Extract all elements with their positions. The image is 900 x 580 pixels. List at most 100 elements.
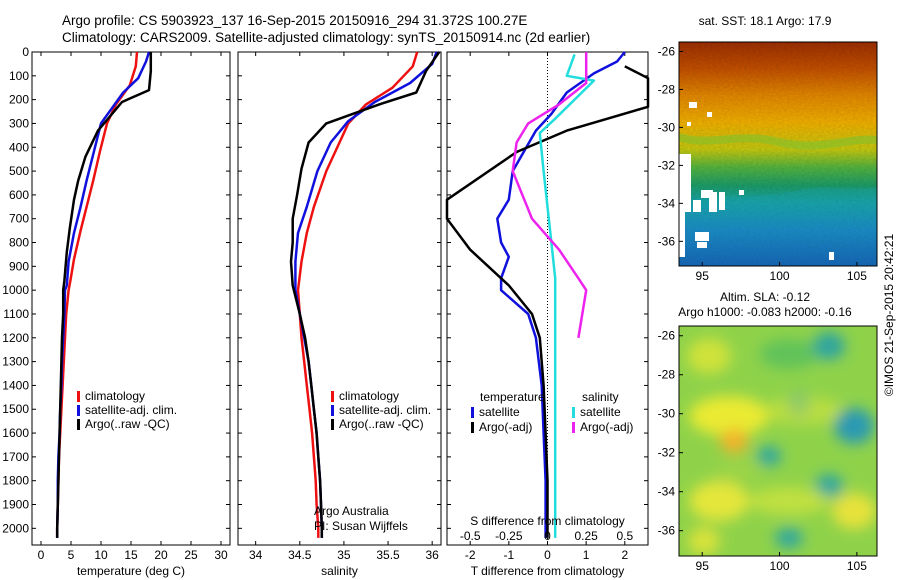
map-y-tick-label: -26 — [658, 44, 676, 58]
map-y-tick-label: -26 — [658, 329, 676, 343]
y-tick-label: 1400 — [2, 378, 29, 392]
y-tick-label: 1800 — [2, 474, 29, 488]
y-tick-label: 1200 — [2, 331, 29, 345]
sla-map-frame — [678, 325, 878, 557]
x-tick-label: 1 — [583, 548, 590, 562]
map-y-tick-label: -34 — [658, 196, 676, 210]
map-x-tick-label: 100 — [770, 269, 790, 283]
salinity-profile-frame — [237, 51, 442, 546]
legend-label: Argo(-adj) — [479, 420, 532, 434]
x-tick-label: 20 — [154, 548, 168, 562]
top-axis-tick-label: -0.25 — [495, 529, 523, 543]
y-tick-label: 800 — [9, 236, 29, 250]
x-tick-label: 2 — [621, 548, 628, 562]
x-tick-label: 34.5 — [288, 548, 312, 562]
legend-label: satellite-adj. clim. — [339, 403, 431, 417]
legend-label: satellite-adj. clim. — [85, 403, 177, 417]
legend-swatch — [331, 419, 334, 430]
map-x-tick-label: 100 — [770, 559, 790, 573]
y-tick-label: 600 — [9, 188, 29, 202]
x-tick-label: -1 — [504, 548, 515, 562]
temperature-profile-frame — [31, 51, 231, 546]
credit-text: ©IMOS 21-Sep-2015 20:42:21 — [882, 234, 896, 397]
x-tick-label: 35.5 — [376, 548, 400, 562]
map-y-tick-label: -28 — [658, 82, 676, 96]
legend-group-salinity: salinity — [582, 390, 619, 404]
x-tick-label: 0 — [544, 548, 551, 562]
legend-label: Argo(..raw -QC) — [339, 417, 424, 431]
y-tick-label: 0 — [22, 45, 29, 59]
salinity-profile-series-clim — [296, 51, 419, 538]
temperature-profile-series-argo — [55, 52, 153, 538]
y-tick-label: 700 — [9, 212, 29, 226]
temperature-profile: 0 5 10 15 20 25 30 temperature (deg C) 0 100 200 30… — [2, 45, 231, 578]
sst-map-title: sat. SST: 18.1 Argo: 17.9 — [699, 14, 832, 28]
legend-swatch — [77, 391, 80, 402]
temperature-profile-series-clim — [55, 51, 139, 538]
sla-map-axes: 95 100 105 -26 -28 -30 -32 -34 -36 — [658, 329, 868, 573]
legend-swatch — [572, 422, 575, 433]
y-tick-label: 1900 — [2, 498, 29, 512]
map-x-tick-label: 105 — [847, 269, 867, 283]
title-line-2: Climatology: CARS2009. Satellite-adjuste… — [62, 30, 590, 45]
map-x-tick-label: 95 — [696, 559, 710, 573]
x-axis-label: T difference from climatology — [471, 564, 625, 578]
difference-profile: -2 -1 0 1 2 T difference from climatology temp… — [445, 51, 650, 578]
top-axis-tick-label: 0 — [544, 529, 551, 543]
salinity-profile-series-sat — [294, 51, 438, 538]
x-tick-label: 15 — [124, 548, 138, 562]
y-tick-label: 1700 — [2, 450, 29, 464]
map-x-tick-label: 105 — [847, 559, 867, 573]
top-axis-tick-label: -0.5 — [460, 529, 481, 543]
y-tick-label: 1300 — [2, 355, 29, 369]
sla-map-subtitle: Argo h1000: -0.083 h2000: -0.16 — [678, 305, 852, 319]
y-tick-label: 200 — [9, 93, 29, 107]
legend-swatch — [471, 407, 474, 418]
legend-swatch — [77, 405, 80, 416]
sst-map-axes: 95 100 105 -26 -28 -30 -32 -34 -36 — [658, 44, 868, 283]
legend-swatch — [471, 422, 474, 433]
sst-heatmap — [679, 42, 877, 266]
y-tick-label: 300 — [9, 116, 29, 130]
legend-label: satellite — [580, 405, 621, 419]
x-tick-label: 25 — [184, 548, 198, 562]
map-y-tick-label: -32 — [658, 158, 676, 172]
difference-profile-series-sat — [496, 51, 626, 538]
legend-label: Argo(..raw -QC) — [85, 417, 170, 431]
x-tick-label: 30 — [214, 548, 228, 562]
legend-swatch — [77, 419, 80, 430]
annotation-text: Argo Australia — [314, 504, 389, 518]
legend-swatch — [331, 391, 334, 402]
sst-map-panel: sat. SST: 18.1 Argo: 17.9 — [658, 14, 878, 283]
y-tick-label: 1500 — [2, 402, 29, 416]
legend-group-temperature: temperature — [480, 390, 545, 404]
maps: sat. SST: 18.1 Argo: 17.9 — [658, 14, 896, 573]
map-x-tick-label: 95 — [696, 269, 710, 283]
x-tick-label: 35 — [337, 548, 351, 562]
salinity-profile-series-argo — [289, 51, 441, 538]
map-y-tick-label: -36 — [658, 234, 676, 248]
sla-map-title: Altim. SLA: -0.12 — [720, 290, 810, 304]
x-axis-label: temperature (deg C) — [77, 564, 185, 578]
map-y-tick-label: -30 — [658, 407, 676, 421]
difference-profile-series-argo_sal — [511, 52, 588, 339]
sla-map-panel: Altim. SLA: -0.12 Argo h1000: -0.083 h20… — [658, 290, 878, 573]
sst-map-frame — [678, 41, 878, 267]
title-line-1: Argo profile: CS 5903923_137 16-Sep-2015… — [62, 13, 527, 28]
annotation-text: PI: Susan Wijffels — [314, 519, 408, 533]
map-y-tick-label: -28 — [658, 368, 676, 382]
map-y-tick-label: -36 — [658, 524, 676, 538]
sla-heatmap — [679, 326, 877, 556]
y-tick-label: 2000 — [2, 521, 29, 535]
y-tick-label: 100 — [9, 69, 29, 83]
map-y-tick-label: -32 — [658, 446, 676, 460]
legend-label: climatology — [339, 389, 399, 403]
y-tick-label: 1000 — [2, 283, 29, 297]
x-axis-label: salinity — [321, 564, 358, 578]
top-axis-label: S difference from climatology — [470, 514, 625, 528]
x-tick-label: 36 — [425, 548, 439, 562]
map-y-tick-label: -34 — [658, 485, 676, 499]
x-tick-label: 10 — [94, 548, 108, 562]
